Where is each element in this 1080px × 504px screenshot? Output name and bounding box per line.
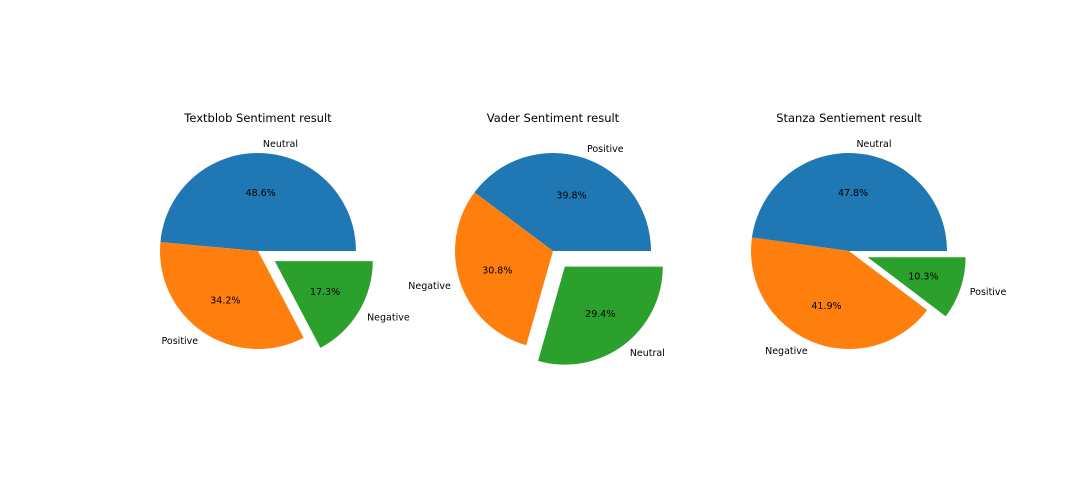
pie-percent-label: 17.3% <box>310 287 340 298</box>
pie-slice-positive <box>474 152 651 251</box>
pie-slice-neutral <box>751 152 948 251</box>
pie-category-label: Negative <box>367 312 410 323</box>
pie-slice-negative <box>455 192 553 346</box>
pie-category-label: Neutral <box>856 139 891 150</box>
pie-category-label: Positive <box>970 287 1007 298</box>
pie-percent-label: 30.8% <box>482 265 512 276</box>
pie-category-label: Negative <box>765 346 808 357</box>
pie-slice-positive <box>867 257 966 317</box>
pie-chart-textblob: Textblob Sentiment result 48.6% Neutral 34… <box>160 111 410 350</box>
pie-percent-label: 47.8% <box>838 188 868 199</box>
pie-percent-label: 41.9% <box>811 301 841 312</box>
pie-slice-neutral <box>538 266 663 365</box>
pie-percent-label: 39.8% <box>556 191 586 202</box>
pie-percent-label: 48.6% <box>246 188 276 199</box>
pie-chart-stanza: Stanza Sentiement result 47.8% Neutral 41.… <box>750 111 1007 357</box>
pie-category-label: Positive <box>162 336 199 347</box>
pie-category-label: Positive <box>587 144 624 155</box>
chart-title: Stanza Sentiement result <box>776 111 922 125</box>
pie-percent-label: 10.3% <box>908 271 938 282</box>
pie-slice-neutral <box>160 153 356 251</box>
pie-slice-negative <box>274 261 373 348</box>
pie-percent-label: 34.2% <box>210 295 240 306</box>
chart-title: Vader Sentiment result <box>487 111 620 125</box>
pie-category-label: Neutral <box>263 139 298 150</box>
pie-category-label: Neutral <box>630 348 665 359</box>
pie-chart-vader: Vader Sentiment result 39.8% Positive 30.8… <box>408 111 665 365</box>
pie-category-label: Negative <box>408 281 451 292</box>
pie-percent-label: 29.4% <box>585 309 615 320</box>
chart-title: Textblob Sentiment result <box>183 111 332 125</box>
pie-slice-negative <box>750 237 928 350</box>
pie-slice-positive <box>160 242 304 350</box>
